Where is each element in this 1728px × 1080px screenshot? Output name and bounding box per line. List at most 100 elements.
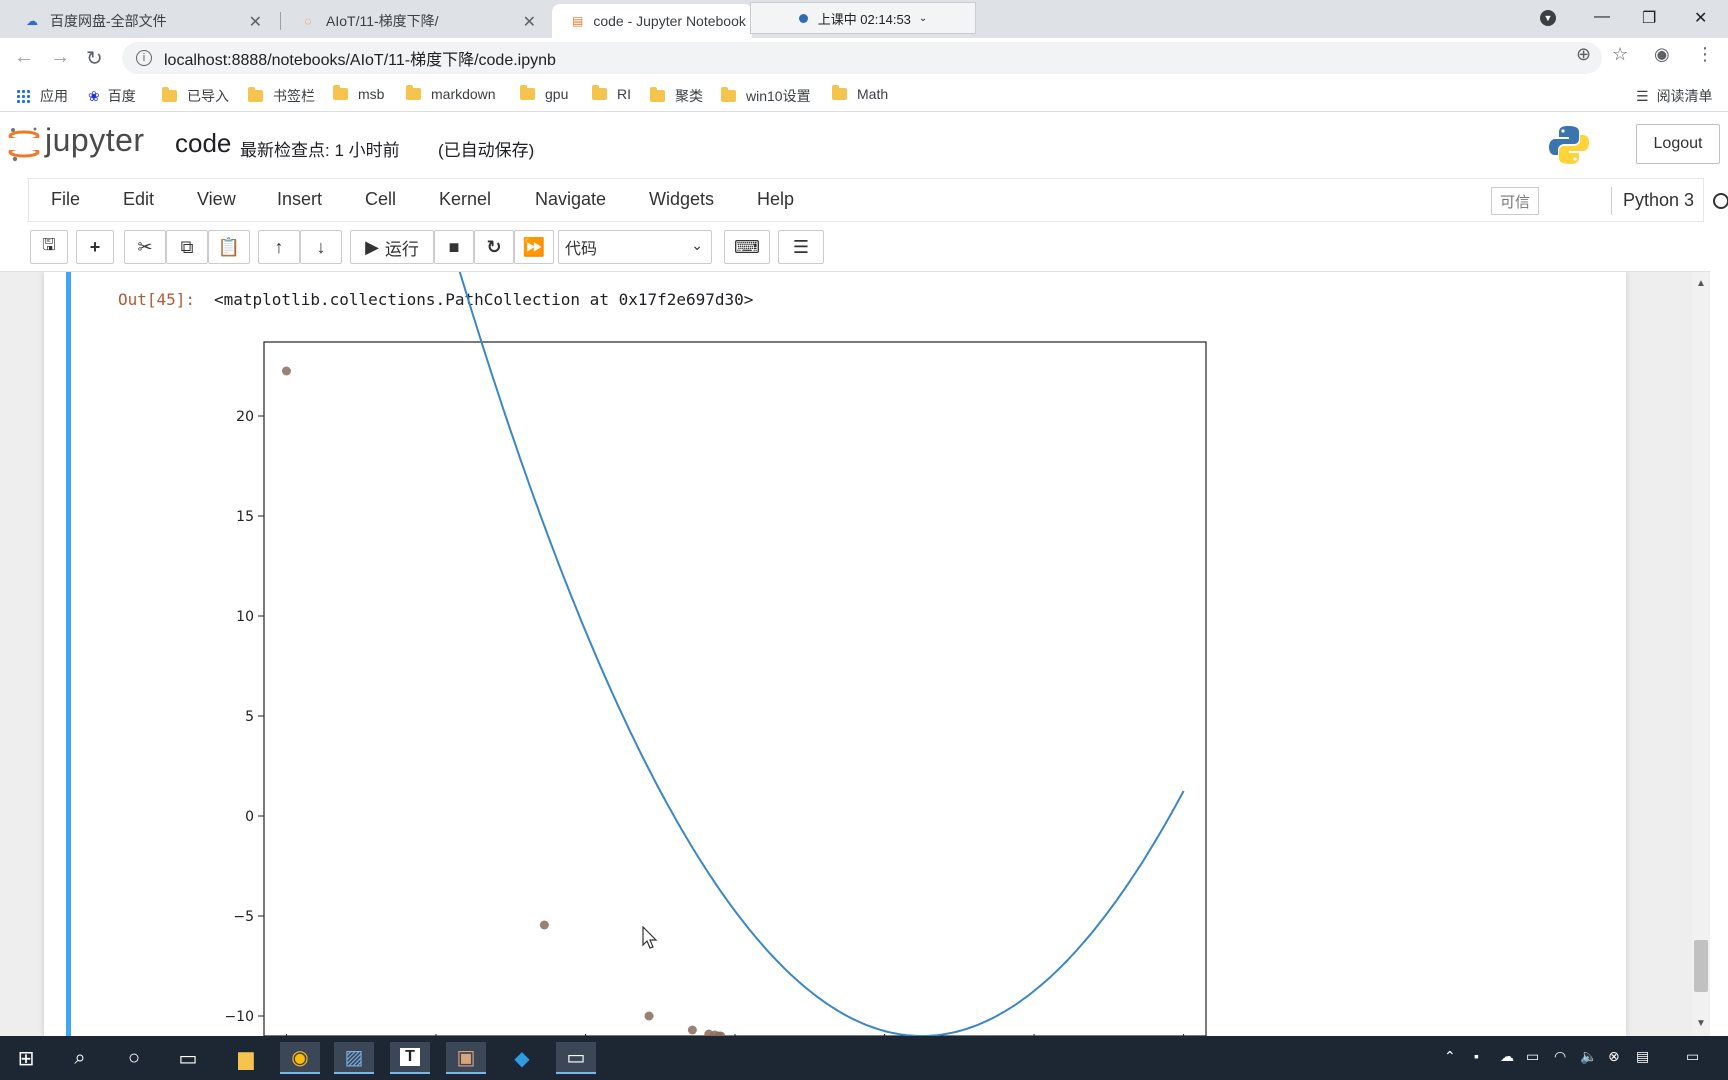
zoom-icon[interactable]: ⊕ (1576, 44, 1592, 64)
restart-button[interactable]: ↻ (474, 230, 514, 264)
restart-run-all-button[interactable]: ⏩ (514, 230, 554, 264)
bookmark-msb[interactable]: msb (333, 85, 384, 102)
windows-start-icon[interactable]: ⊞ (17, 1047, 35, 1070)
close-tab-icon[interactable]: ✕ (522, 14, 536, 31)
scissors-icon: ✂ (137, 236, 153, 257)
input-method-icon[interactable]: ▤ (1636, 1048, 1650, 1064)
bookmark-baidu[interactable]: ❀ 百度 (88, 86, 136, 106)
url-field[interactable]: i localhost:8888/notebooks/AIoT/11-梯度下降/… (122, 42, 1602, 74)
task-view-icon[interactable]: ▭ (178, 1047, 198, 1070)
menu-navigate[interactable]: Navigate (535, 189, 607, 209)
insert-cell-button[interactable]: + (76, 230, 114, 264)
site-info-icon[interactable]: i (136, 50, 152, 66)
move-down-button[interactable]: ↓ (300, 230, 342, 264)
minimize-icon[interactable]: — (1594, 8, 1610, 25)
command-palette-button[interactable]: ⌨ (724, 230, 770, 264)
run-button[interactable]: ▶ 运行 (350, 230, 434, 264)
arrow-up-icon: ↑ (274, 236, 284, 257)
save-icon: 🖫 (42, 236, 56, 254)
scrollbar-thumb[interactable] (1694, 940, 1708, 992)
cut-button[interactable]: ✂ (124, 230, 166, 264)
interrupt-button[interactable]: ■ (434, 230, 474, 264)
tab-baidu-pan[interactable]: ☁ 百度网盘-全部文件 ✕ (4, 4, 274, 38)
notification-icon[interactable]: ▭ (1686, 1048, 1700, 1064)
recording-time: 上课中 02:14:53 (817, 11, 911, 27)
video-app-icon[interactable]: ◆ (514, 1047, 530, 1070)
url-text: localhost:8888/notebooks/AIoT/11-梯度下降/co… (164, 52, 556, 69)
cortana-icon[interactable]: ○ (127, 1046, 141, 1069)
menu-file[interactable]: File (51, 189, 81, 209)
bookmark-gpu[interactable]: gpu (520, 85, 568, 102)
menu-kernel[interactable]: Kernel (439, 189, 492, 209)
menu-insert[interactable]: Insert (277, 189, 323, 209)
tab-code-notebook[interactable]: ▤ code - Jupyter Notebook (552, 4, 752, 38)
page-scrollbar[interactable] (1692, 272, 1710, 1036)
menu-edit[interactable]: Edit (123, 189, 155, 209)
recording-dot-icon (798, 13, 808, 23)
bookmark-label: win10设置 (746, 88, 811, 104)
profile-icon[interactable]: ◉ (1654, 44, 1670, 64)
bookmark-clustering[interactable]: 聚类 (650, 86, 703, 106)
menu-view[interactable]: View (197, 189, 236, 209)
copy-icon: ⧉ (180, 236, 194, 257)
notebook-name[interactable]: code (175, 128, 232, 158)
bookmark-imported[interactable]: 已导入 (162, 86, 229, 106)
bookmark-win10[interactable]: win10设置 (721, 86, 811, 106)
wifi-icon[interactable]: ◠ (1554, 1048, 1567, 1064)
bookmark-label: RI (617, 86, 631, 102)
save-button[interactable]: 🖫 (30, 230, 68, 264)
logout-button[interactable]: Logout (1636, 124, 1720, 164)
restore-icon[interactable]: ❐ (1642, 10, 1657, 27)
bookmark-star-icon[interactable]: ☆ (1612, 44, 1629, 64)
pycharm-icon[interactable]: ▣ (446, 1042, 486, 1074)
forward-icon[interactable]: → (50, 46, 70, 68)
cell-type-select[interactable]: 代码 ⌄ (558, 230, 712, 264)
volume-icon[interactable]: 🔈 (1580, 1048, 1598, 1064)
menu-widgets[interactable]: Widgets (649, 189, 715, 209)
search-icon[interactable]: ⌕ (74, 1046, 86, 1069)
menu-help[interactable]: Help (757, 189, 795, 209)
back-icon[interactable]: ← (14, 46, 34, 68)
jupyter-logo-icon[interactable] (8, 124, 40, 164)
menu-cell[interactable]: Cell (365, 189, 397, 209)
y-tick-label: 0 (245, 809, 254, 825)
more-menu-icon[interactable]: ⋮ (1696, 44, 1714, 64)
tab-divider (280, 12, 281, 30)
copy-button[interactable]: ⧉ (166, 230, 208, 264)
tab-aiot-folder[interactable]: ◌ AIoT/11-梯度下降/ ✕ (280, 4, 548, 38)
recording-indicator[interactable]: 上课中 02:14:53 ⌄ (750, 2, 976, 34)
move-up-button[interactable]: ↑ (258, 230, 300, 264)
trusted-badge[interactable]: 可信 (1491, 187, 1539, 215)
chrome-icon[interactable]: ◉ (280, 1042, 320, 1074)
tray-app-icon[interactable]: ▪ (1474, 1048, 1479, 1064)
tab-title: code - Jupyter Notebook (593, 13, 746, 29)
bookmark-label: Math (857, 86, 889, 102)
reading-list[interactable]: ☰ 阅读清单 (1636, 86, 1713, 106)
bookmark-markdown[interactable]: markdown (406, 85, 496, 102)
bookmark-bar-folder[interactable]: 书签栏 (248, 86, 315, 106)
bookmark-ri[interactable]: RI (592, 85, 631, 102)
close-tray-icon[interactable]: ⊗ (1608, 1048, 1620, 1064)
typora-icon[interactable]: T (390, 1042, 430, 1074)
bookmark-math[interactable]: Math (832, 85, 889, 102)
paint-icon[interactable]: ▨ (334, 1042, 374, 1074)
close-tab-icon[interactable]: ✕ (248, 14, 262, 31)
file-explorer-icon[interactable]: ▆ (238, 1047, 254, 1070)
battery-icon[interactable]: ▭ (1526, 1048, 1540, 1064)
scroll-up-icon[interactable]: ▲ (1696, 278, 1706, 289)
folder-icon (406, 85, 421, 100)
toc-button[interactable]: ☰ (778, 230, 824, 264)
close-window-icon[interactable]: ✕ (1694, 10, 1708, 27)
paste-button[interactable]: 📋 (208, 230, 250, 264)
reload-icon[interactable]: ↻ (86, 48, 103, 70)
terminal-icon[interactable]: ▭ (556, 1042, 596, 1074)
jupyter-tab-icon: ◌ (304, 14, 312, 28)
tab-title: AIoT/11-梯度下降/ (326, 13, 439, 29)
folder-icon (832, 85, 847, 100)
tray-chevron-icon[interactable]: ⌃ (1444, 1048, 1456, 1064)
keyboard-icon: ⌨ (734, 236, 760, 257)
tab-search-icon[interactable]: ▼ (1540, 8, 1556, 26)
bookmark-apps[interactable]: 应用 (16, 86, 68, 106)
onedrive-icon[interactable]: ☁ (1500, 1048, 1514, 1064)
scroll-down-icon[interactable]: ▼ (1696, 1018, 1706, 1029)
